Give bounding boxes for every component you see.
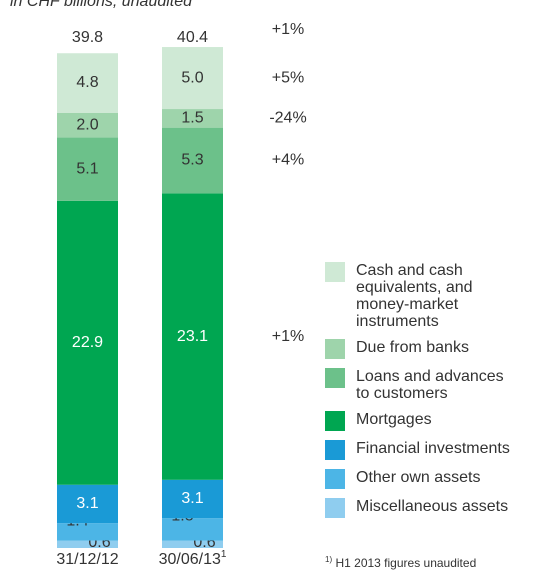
value-label: 22.9 xyxy=(72,334,103,351)
change-label: +1% xyxy=(272,328,304,345)
legend-swatch xyxy=(325,440,345,460)
bar-segment xyxy=(162,127,223,194)
bar-segment xyxy=(162,193,223,480)
category-superscript: 1 xyxy=(221,549,227,560)
bar-segment xyxy=(162,540,223,548)
bar-segment xyxy=(57,523,118,541)
bar-segment xyxy=(57,484,118,524)
legend-swatch xyxy=(325,262,345,282)
category: 31/12/12 xyxy=(56,551,118,568)
bar-segment xyxy=(57,112,118,138)
legend-swatch xyxy=(325,411,345,431)
value-label: 5.3 xyxy=(181,152,203,169)
x-tick-label: 30/06/131 xyxy=(159,549,227,569)
legend-swatch xyxy=(325,469,345,489)
bar-segment xyxy=(57,137,118,201)
bar-segment xyxy=(162,109,223,128)
legend-label: Cash and cash equivalents, and money-mar… xyxy=(356,262,473,330)
legend-label: Other own assets xyxy=(356,469,481,486)
bar-segment xyxy=(57,200,118,485)
value-label: 5.1 xyxy=(76,160,98,177)
bar-segment xyxy=(162,479,223,519)
legend-label: Mortgages xyxy=(356,411,432,428)
legend-swatch xyxy=(325,368,345,388)
bar-segment xyxy=(57,53,118,113)
value-label: 3.1 xyxy=(181,490,203,507)
change-label: +4% xyxy=(272,152,304,169)
category: 30/06/13 xyxy=(159,551,221,568)
legend-label: Miscellaneous assets xyxy=(356,498,509,515)
bar-segment xyxy=(162,518,223,541)
value-label: 2.0 xyxy=(76,116,98,133)
x-tick-label: 31/12/12 xyxy=(56,551,118,568)
value-label: 4.8 xyxy=(76,74,98,91)
legend-label: Due from banks xyxy=(356,339,469,356)
legend-item: Financial investments xyxy=(325,440,510,460)
legend: Cash and cash equivalents, and money-mar… xyxy=(325,262,510,518)
bar-segment xyxy=(162,47,223,110)
total-change-label: +1% xyxy=(272,21,304,38)
value-label: 3.1 xyxy=(76,495,98,512)
legend-item: Cash and cash equivalents, and money-mar… xyxy=(325,262,510,330)
footnote-mark: 1) xyxy=(325,555,333,564)
value-label: 1.5 xyxy=(181,110,203,127)
legend-label: Loans and advances to customers xyxy=(356,368,504,402)
legend-swatch xyxy=(325,498,345,518)
value-label: 23.1 xyxy=(177,328,208,345)
legend-item: Mortgages xyxy=(325,411,510,431)
legend-item: Loans and advances to customers xyxy=(325,368,510,402)
chart-title: in CHF billions, unaudited xyxy=(10,0,193,10)
change-label: -24% xyxy=(269,110,306,127)
legend-item: Miscellaneous assets xyxy=(325,498,510,518)
footnote: 1) H1 2013 figures unaudited xyxy=(325,555,476,570)
legend-label: Financial investments xyxy=(356,440,510,457)
legend-swatch xyxy=(325,339,345,359)
legend-item: Due from banks xyxy=(325,339,510,359)
bar-segment xyxy=(57,540,118,548)
total-label: 40.4 xyxy=(177,29,208,46)
legend-item: Other own assets xyxy=(325,469,510,489)
footnote-text: H1 2013 figures unaudited xyxy=(335,556,477,570)
value-label: 5.0 xyxy=(181,69,203,86)
change-label: +5% xyxy=(272,69,304,86)
total-label: 39.8 xyxy=(72,29,103,46)
